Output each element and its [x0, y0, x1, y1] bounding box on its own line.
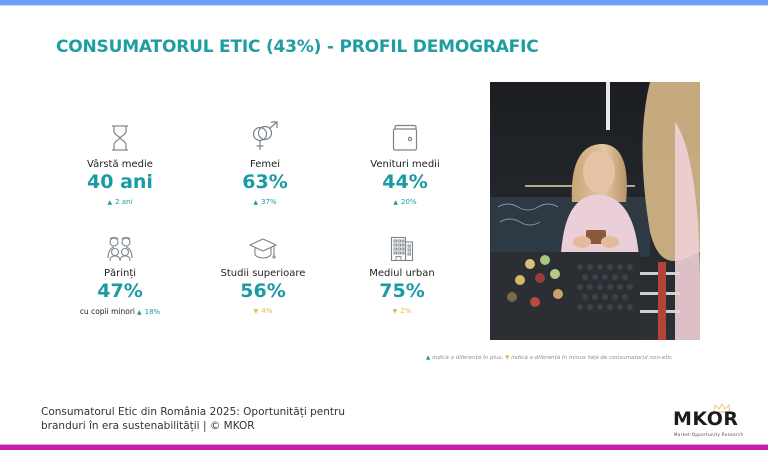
building-icon [342, 232, 462, 262]
up-triangle-icon: ▲ [393, 199, 399, 206]
stat-delta: cu copii minori ▲ 18% [79, 307, 161, 316]
logo-tagline: Market Opportunity Research [674, 432, 744, 437]
stat-value: 40 ani [87, 171, 153, 193]
stat-delta: ▲ 37% [253, 198, 277, 206]
stat-value: 56% [240, 280, 286, 302]
gender-icon [205, 121, 325, 152]
down-triangle-icon: ▼ [504, 355, 510, 361]
footer-source: Consumatorul Etic din România 2025: Opor… [41, 406, 345, 432]
page-title: CONSUMATORUL ETIC (43%) - PROFIL DEMOGRA… [56, 37, 539, 57]
up-triangle-icon: ▲ [253, 199, 259, 206]
down-triangle-icon: ▼ [392, 308, 398, 315]
stat-average-income: Venituri medii 44% ▲ 20% [345, 122, 465, 206]
logo-wordmark: MKOR [673, 408, 739, 430]
up-triangle-icon: ▲ [426, 355, 431, 361]
stat-label: Părinți [103, 268, 137, 279]
stat-label: Mediul urban [369, 268, 435, 279]
up-triangle-icon: ▲ [107, 199, 113, 206]
stat-label: Femei [249, 159, 281, 170]
stat-urban: Mediul urban 75% ▼ 2% [342, 232, 462, 315]
stat-label: Venituri medii [370, 159, 440, 170]
hourglass-icon [60, 122, 180, 152]
bottom-accent-bar [0, 444, 768, 450]
top-accent-bar [0, 0, 768, 6]
up-triangle-icon: ▲ [137, 309, 142, 316]
stat-value: 63% [242, 171, 288, 193]
stat-value: 47% [97, 280, 143, 302]
shopper-photo [490, 82, 700, 340]
stat-label: Studii superioare [220, 268, 306, 279]
stat-average-age: Vârstă medie 40 ani ▲ 2 ani [60, 122, 180, 206]
down-triangle-icon: ▼ [253, 308, 259, 315]
stat-women: Femei 63% ▲ 37% [205, 121, 325, 206]
stat-label: Vârstă medie [87, 159, 153, 170]
stat-delta: ▼ 4% [253, 307, 273, 315]
legend-note: ▲ indică o diferență în plus, ▼ indică o… [426, 355, 673, 361]
wallet-icon [345, 122, 465, 152]
stat-parents: Părinți 47% cu copii minori ▲ 18% [60, 232, 180, 316]
family-icon [60, 232, 180, 262]
stat-delta-prefix: cu copii minori [79, 307, 135, 316]
stat-delta: ▲ 2 ani [107, 198, 133, 206]
stat-delta: ▼ 2% [392, 307, 412, 315]
mkor-logo: MKOR Market Opportunity Research [673, 403, 753, 439]
stat-value: 75% [379, 280, 425, 302]
crown-icon [713, 403, 731, 413]
stat-value: 44% [382, 171, 428, 193]
stat-delta: ▲ 20% [393, 198, 417, 206]
stat-higher-education: Studii superioare 56% ▼ 4% [203, 232, 323, 315]
graduation-cap-icon [203, 232, 323, 262]
